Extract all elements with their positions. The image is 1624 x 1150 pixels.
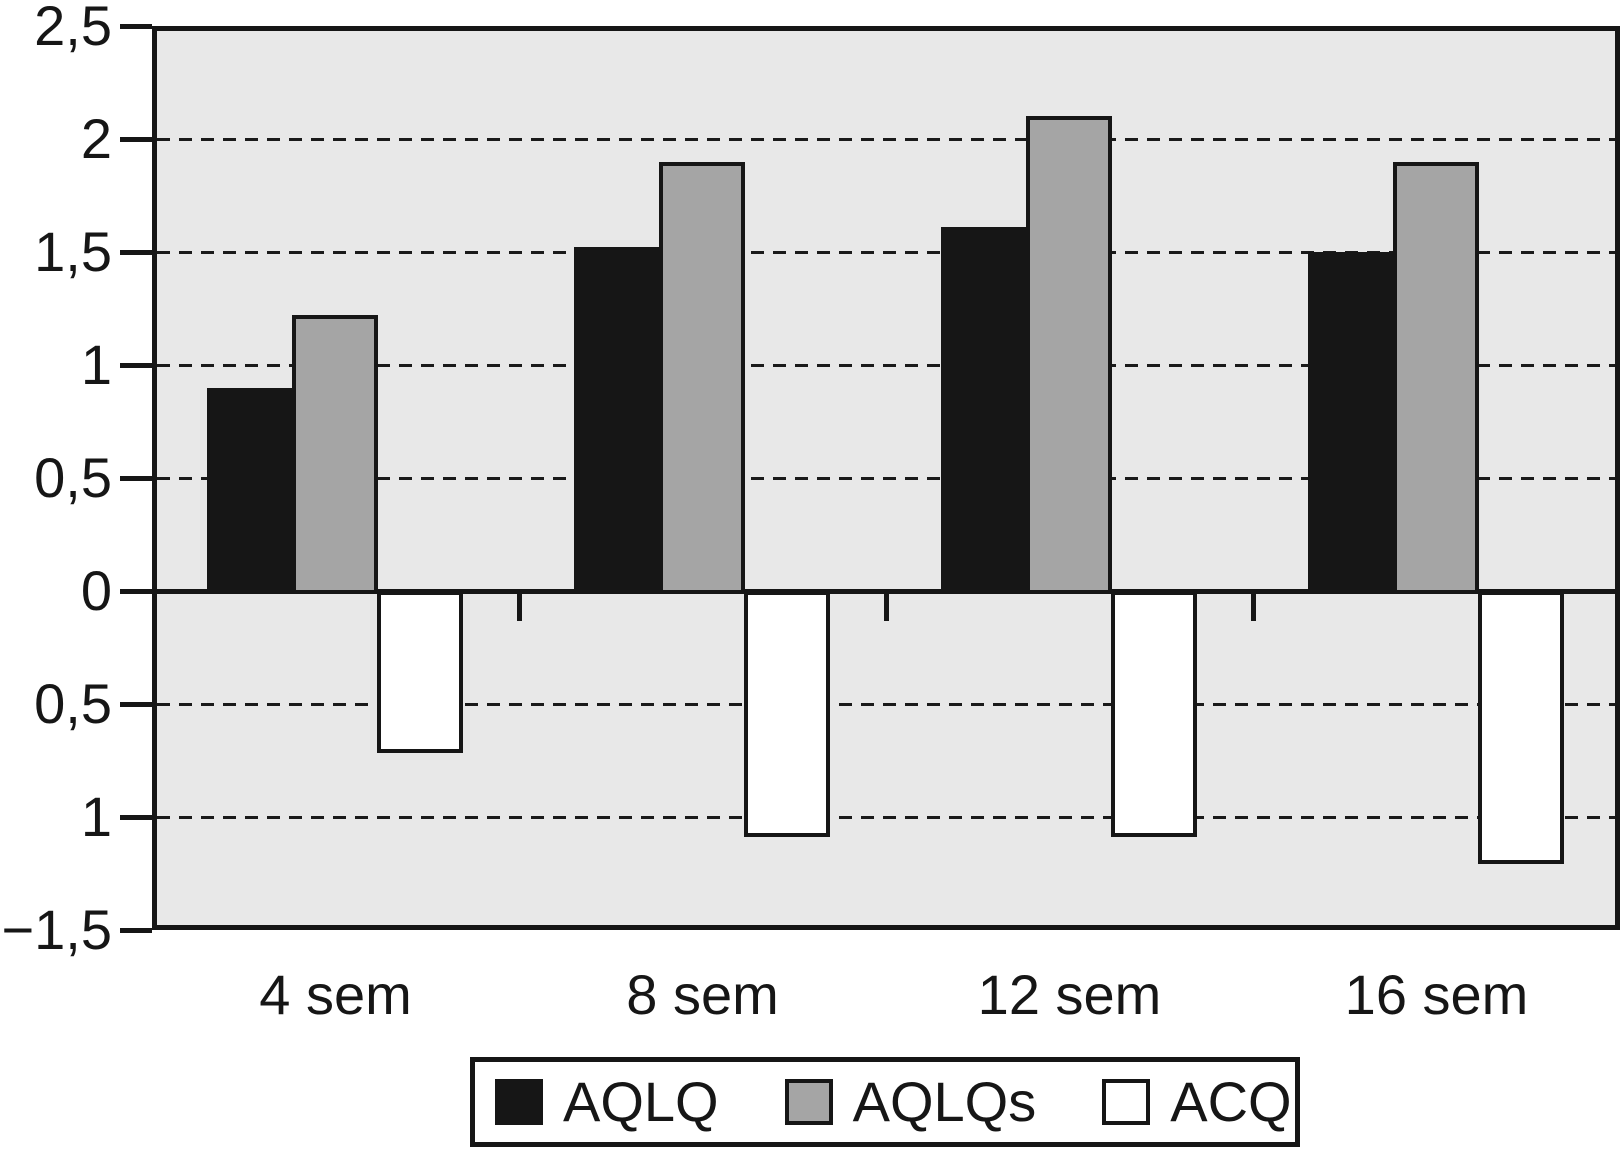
y-axis-tick [120,363,152,368]
y-tick-label: 0 [80,559,112,622]
y-axis-tick [120,24,152,29]
y-tick-label: 2,5 [34,0,112,57]
gridline [157,477,1615,480]
y-tick-label: 1,5 [34,220,112,283]
gridline [157,364,1615,367]
y-tick-label: 1 [80,333,112,396]
bar-aqlqs-12-sem [1026,116,1112,594]
y-axis-tick [120,137,152,142]
gridline [157,251,1615,254]
legend-label: AQLQ [563,1070,719,1133]
legend-item-aqlq: AQLQ [495,1072,719,1132]
bar-acq-12-sem [1111,591,1197,838]
legend-swatch-aqlq [495,1079,543,1125]
legend-label: ACQ [1170,1070,1292,1133]
y-axis-tick [120,702,152,707]
bar-aqlq-4-sem [207,387,293,594]
legend-item-acq: ACQ [1102,1070,1292,1133]
y-axis-tick [120,928,152,933]
gridline [157,703,1615,706]
plot-area [152,26,1620,930]
x-axis-tick [1251,591,1256,621]
gridline [157,816,1615,819]
bar-acq-16-sem [1478,591,1564,865]
bar-acq-4-sem [377,591,463,754]
bar-aqlqs-16-sem [1393,161,1479,594]
x-category-label: 8 sem [626,963,779,1026]
y-tick-label: 0,5 [34,446,112,509]
bar-aqlq-12-sem [941,227,1027,594]
y-tick-label: 1 [80,785,112,848]
bar-aqlq-16-sem [1308,252,1394,594]
x-axis-tick [884,591,889,621]
bar-aqlqs-4-sem [292,315,378,594]
x-category-label: 4 sem [259,963,412,1026]
y-axis-tick [120,589,152,594]
legend-label: AQLQs [852,1070,1037,1133]
y-tick-label: 2 [80,107,112,170]
y-tick-label: −1,5 [1,898,112,961]
bar-acq-8-sem [744,591,830,838]
bar-aqlq-8-sem [574,247,660,594]
y-axis-tick [120,476,152,481]
y-axis-tick [120,250,152,255]
x-axis-tick [517,591,522,621]
x-category-label: 16 sem [1344,963,1529,1026]
gridline [157,138,1615,141]
legend-swatch-acq [1102,1079,1151,1125]
legend-swatch-aqlqs [784,1079,833,1125]
legend: AQLQ AQLQs ACQ [470,1057,1300,1147]
legend-item-aqlqs: AQLQs [784,1070,1037,1133]
bar-aqlqs-8-sem [659,161,745,594]
y-tick-label: 0,5 [34,672,112,735]
y-axis-tick [120,815,152,820]
x-category-label: 12 sem [977,963,1162,1026]
